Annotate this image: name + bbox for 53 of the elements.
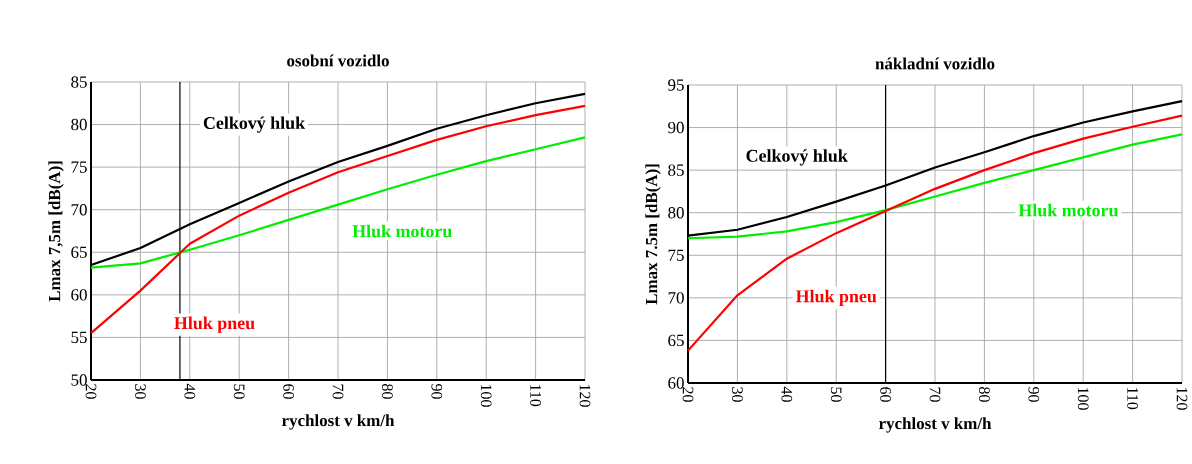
y-axis-title: Lmax 7,5m [dB(A)] [48, 161, 64, 302]
y-tick-label: 95 [668, 79, 684, 91]
x-tick-label: 20 [682, 387, 694, 402]
x-tick-label: 50 [830, 387, 842, 402]
x-tick-label: 80 [382, 384, 393, 399]
x-tick-label: 20 [85, 384, 97, 399]
series-label: Celkový hluk [746, 149, 848, 166]
y-tick-label: 55 [71, 331, 87, 344]
x-tick-label: 100 [1077, 387, 1089, 410]
text: Hluk pneu [174, 316, 255, 333]
x-axis-title: rychlost v km/h [282, 414, 395, 430]
series-label: Hluk motoru [352, 224, 452, 238]
x-tick-label: 110 [530, 384, 541, 407]
line-series [686, 114, 1184, 352]
x-tick-label: 50 [233, 384, 245, 399]
y-tick-label: 60 [71, 289, 87, 301]
text: Celkový hluk [203, 116, 306, 133]
x-tick-label: 110 [1127, 387, 1138, 410]
y-tick-label: 85 [71, 76, 87, 88]
x-tick-label: 90 [1028, 387, 1040, 402]
line-series [89, 136, 587, 269]
x-tick-label: 80 [979, 387, 990, 402]
x-tick-label: 100 [480, 384, 492, 407]
y-tick-label: 90 [668, 121, 684, 134]
y-tick-label: 80 [71, 118, 87, 131]
x-tick-label: 70 [332, 384, 344, 399]
x-tick-label: 60 [880, 387, 891, 402]
chart-title: nákladní vozidlo [875, 57, 995, 70]
y-tick-label: 80 [668, 206, 684, 219]
y-axis-title: Lmax 7.5m [dB(A)] [645, 164, 661, 305]
y-tick-label: 70 [71, 203, 87, 216]
y-tick-label: 75 [668, 249, 684, 261]
line-series [89, 104, 587, 335]
x-tick-label: 40 [781, 386, 793, 402]
x-tick-label: 30 [732, 387, 743, 402]
x-tick-label: 30 [135, 384, 146, 399]
x-tick-label: 90 [431, 384, 443, 399]
x-tick-label: 40 [184, 383, 196, 399]
series-label: Hluk pneu [795, 289, 877, 306]
y-tick-label: 65 [71, 246, 87, 258]
y-tick-label: 85 [668, 164, 684, 176]
line-series [686, 133, 1184, 240]
x-axis-title: rychlost v km/h [879, 417, 992, 433]
x-tick-label: 120 [579, 384, 591, 407]
chart-title: osobní vozidlo [287, 54, 389, 67]
y-tick-label: 50 [71, 374, 87, 386]
x-tick-label: 120 [1176, 387, 1188, 410]
series-label: Hluk motoru [1018, 203, 1118, 217]
y-tick-label: 75 [71, 161, 87, 173]
x-tick-label: 60 [283, 384, 294, 399]
y-tick-label: 70 [668, 292, 684, 304]
y-tick-label: 65 [668, 334, 684, 347]
x-tick-label: 70 [929, 387, 941, 402]
